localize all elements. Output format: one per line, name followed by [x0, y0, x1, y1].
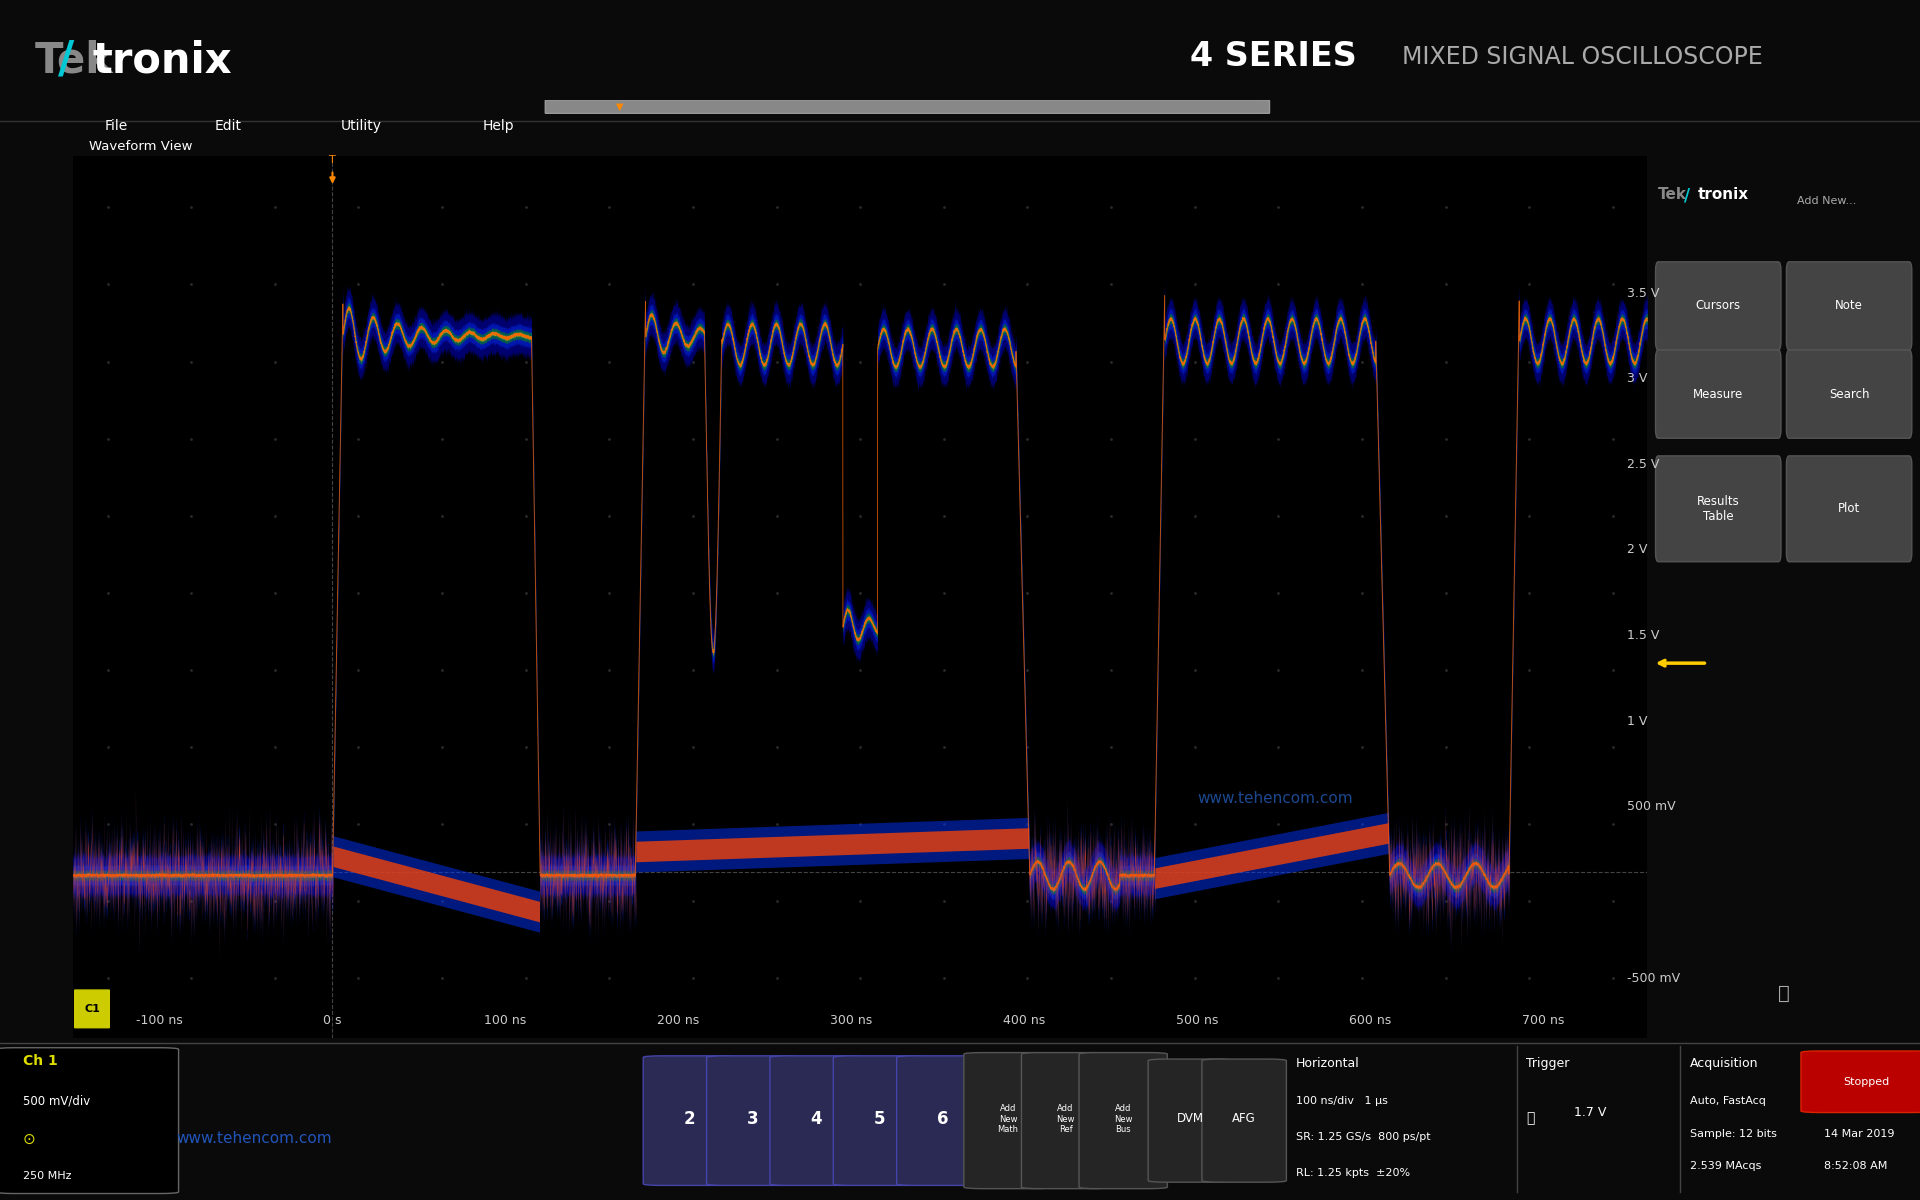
- Text: 🔍: 🔍: [1778, 984, 1789, 1003]
- Text: 3: 3: [747, 1110, 758, 1128]
- FancyBboxPatch shape: [1786, 350, 1912, 438]
- Text: Trigger: Trigger: [1526, 1057, 1571, 1070]
- FancyBboxPatch shape: [1801, 1051, 1920, 1112]
- FancyBboxPatch shape: [897, 1056, 989, 1186]
- Text: Edit: Edit: [215, 119, 242, 133]
- Text: SR: 1.25 GS/s  800 ps/pt: SR: 1.25 GS/s 800 ps/pt: [1296, 1132, 1430, 1142]
- Text: 300 ns: 300 ns: [829, 1014, 872, 1027]
- Text: Tek: Tek: [1659, 187, 1688, 202]
- Text: Horizontal: Horizontal: [1296, 1057, 1359, 1070]
- Text: -500 mV: -500 mV: [1626, 972, 1680, 984]
- Text: C1: C1: [84, 1004, 100, 1014]
- Text: RL: 1.25 kpts  ±20%: RL: 1.25 kpts ±20%: [1296, 1168, 1409, 1177]
- Text: 1.7 V: 1.7 V: [1574, 1106, 1607, 1120]
- Text: 8:52:08 AM: 8:52:08 AM: [1824, 1162, 1887, 1171]
- Text: Results
Table: Results Table: [1697, 494, 1740, 523]
- Text: ⊙: ⊙: [23, 1132, 36, 1147]
- Text: Add
New
Bus: Add New Bus: [1114, 1104, 1133, 1134]
- FancyBboxPatch shape: [0, 1048, 179, 1194]
- Text: 3 V: 3 V: [1626, 372, 1647, 385]
- Text: -100 ns: -100 ns: [136, 1014, 182, 1027]
- Text: Add New...: Add New...: [1797, 196, 1857, 205]
- Text: Help: Help: [482, 119, 515, 133]
- FancyBboxPatch shape: [1786, 262, 1912, 350]
- FancyBboxPatch shape: [643, 1056, 735, 1186]
- Text: www.tehencom.com: www.tehencom.com: [177, 1130, 332, 1146]
- Text: 2 V: 2 V: [1626, 544, 1647, 557]
- Text: 500 mV: 500 mV: [1626, 800, 1676, 814]
- Text: 400 ns: 400 ns: [1004, 1014, 1046, 1027]
- Text: Ch 1: Ch 1: [23, 1054, 58, 1068]
- FancyBboxPatch shape: [707, 1056, 799, 1186]
- Text: AFG: AFG: [1233, 1112, 1256, 1126]
- Text: Utility: Utility: [340, 119, 382, 133]
- Text: Measure: Measure: [1693, 388, 1743, 401]
- Text: 250 MHz: 250 MHz: [23, 1171, 71, 1181]
- Text: 2.5 V: 2.5 V: [1626, 457, 1659, 470]
- Text: Plot: Plot: [1837, 503, 1860, 515]
- Text: www.tehencom.com: www.tehencom.com: [1198, 791, 1354, 805]
- Text: 5: 5: [874, 1110, 885, 1128]
- FancyBboxPatch shape: [545, 100, 1269, 114]
- FancyBboxPatch shape: [75, 990, 109, 1027]
- Text: T: T: [328, 155, 336, 164]
- Text: 100 ns: 100 ns: [484, 1014, 526, 1027]
- Text: 4 SERIES: 4 SERIES: [1190, 40, 1357, 73]
- FancyBboxPatch shape: [964, 1052, 1052, 1189]
- Text: 0 s: 0 s: [323, 1014, 342, 1027]
- Text: Stopped: Stopped: [1843, 1076, 1889, 1087]
- FancyBboxPatch shape: [1655, 456, 1782, 562]
- Text: DVM: DVM: [1177, 1112, 1204, 1126]
- Text: Add
New
Math: Add New Math: [998, 1104, 1018, 1134]
- FancyBboxPatch shape: [770, 1056, 862, 1186]
- Text: Search: Search: [1830, 388, 1870, 401]
- Text: Add
New
Ref: Add New Ref: [1056, 1104, 1075, 1134]
- Text: /: /: [58, 38, 73, 82]
- Text: 2.539 MAcqs: 2.539 MAcqs: [1690, 1162, 1761, 1171]
- Text: 200 ns: 200 ns: [657, 1014, 699, 1027]
- Text: 1.5 V: 1.5 V: [1626, 629, 1659, 642]
- Text: 100 ns/div   1 μs: 100 ns/div 1 μs: [1296, 1097, 1388, 1106]
- FancyBboxPatch shape: [1202, 1060, 1286, 1182]
- Text: Cursors: Cursors: [1695, 300, 1741, 312]
- Text: MIXED SIGNAL OSCILLOSCOPE: MIXED SIGNAL OSCILLOSCOPE: [1402, 44, 1763, 68]
- FancyBboxPatch shape: [1079, 1052, 1167, 1189]
- FancyBboxPatch shape: [1786, 456, 1912, 562]
- FancyBboxPatch shape: [1655, 350, 1782, 438]
- Text: 14 Mar 2019: 14 Mar 2019: [1824, 1129, 1895, 1139]
- Text: Tek: Tek: [35, 40, 113, 82]
- Text: 4: 4: [810, 1110, 822, 1128]
- Text: 700 ns: 700 ns: [1523, 1014, 1565, 1027]
- Text: 500 ns: 500 ns: [1177, 1014, 1219, 1027]
- Text: Auto, FastAcq: Auto, FastAcq: [1690, 1097, 1766, 1106]
- FancyBboxPatch shape: [833, 1056, 925, 1186]
- Text: 1 V: 1 V: [1626, 715, 1647, 727]
- Text: ⟋: ⟋: [1526, 1111, 1534, 1124]
- Text: 3.5 V: 3.5 V: [1626, 287, 1659, 300]
- Text: tronix: tronix: [1697, 187, 1749, 202]
- Text: 600 ns: 600 ns: [1350, 1014, 1392, 1027]
- Text: Acquisition: Acquisition: [1690, 1057, 1759, 1070]
- FancyBboxPatch shape: [1655, 262, 1782, 350]
- FancyBboxPatch shape: [1148, 1060, 1233, 1182]
- FancyBboxPatch shape: [1021, 1052, 1110, 1189]
- Text: 2: 2: [684, 1110, 695, 1128]
- Text: Waveform View: Waveform View: [88, 140, 192, 154]
- Text: tronix: tronix: [92, 40, 232, 82]
- Text: Sample: 12 bits: Sample: 12 bits: [1690, 1129, 1776, 1139]
- Text: File: File: [104, 119, 129, 133]
- Text: /: /: [1684, 187, 1690, 205]
- Text: ▼: ▼: [616, 102, 624, 112]
- Text: 6: 6: [937, 1110, 948, 1128]
- Text: Note: Note: [1836, 300, 1862, 312]
- Text: 500 mV/div: 500 mV/div: [23, 1094, 90, 1108]
